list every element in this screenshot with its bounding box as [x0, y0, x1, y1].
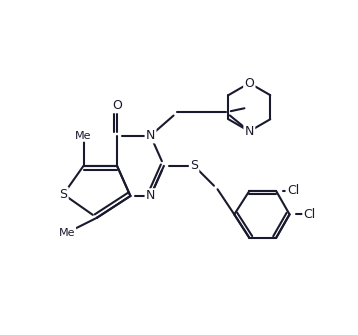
Text: O: O: [245, 77, 254, 89]
Text: Me: Me: [58, 228, 75, 238]
Text: S: S: [59, 188, 67, 201]
Text: O: O: [112, 99, 122, 112]
Text: N: N: [146, 190, 155, 202]
Text: Me: Me: [75, 131, 92, 141]
Text: S: S: [190, 159, 198, 172]
Text: Cl: Cl: [287, 185, 299, 197]
Text: N: N: [146, 129, 155, 142]
Text: N: N: [245, 125, 254, 138]
Text: Cl: Cl: [304, 208, 316, 221]
